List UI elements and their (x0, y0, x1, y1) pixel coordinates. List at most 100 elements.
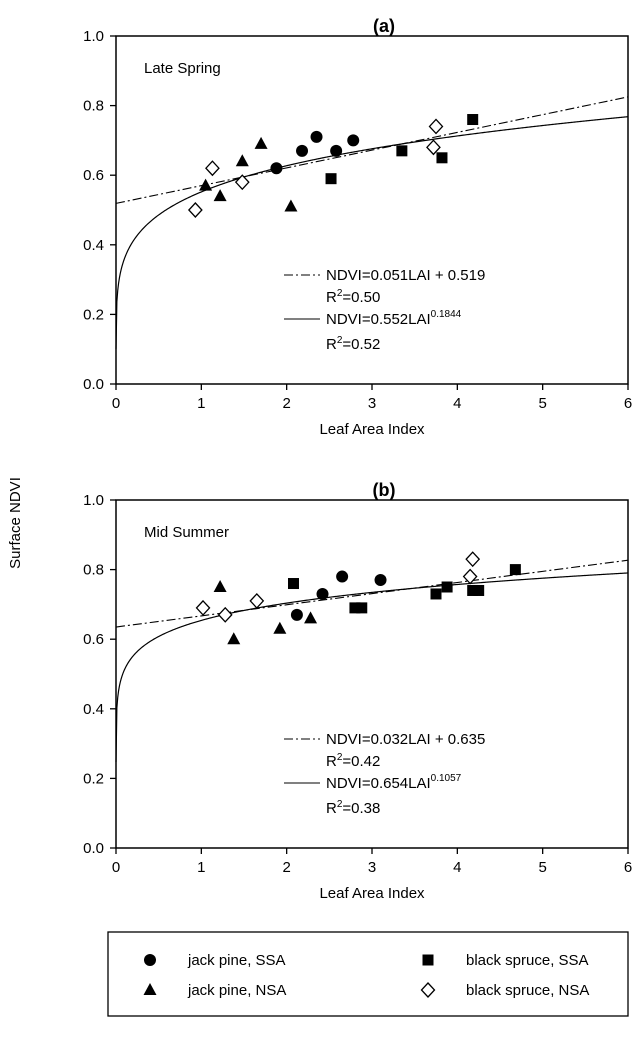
data-point (287, 578, 299, 590)
legend-marker-circle (144, 954, 156, 966)
x-tick-label: 2 (282, 395, 290, 412)
legend-item: jack pine, NSA (143, 982, 286, 999)
y-tick-label: 1.0 (83, 28, 104, 45)
chart-mid-summer: 0 1 2 3 4 5 6 0.0 0.2 0.4 0.6 0.8 1.0 (b) Mid Summer Le… (83, 480, 632, 902)
data-point (467, 584, 479, 596)
data-point (284, 199, 298, 212)
season-label: Mid Summer (144, 524, 229, 541)
data-point (467, 114, 479, 126)
x-tick-label: 6 (624, 395, 632, 412)
x-axis-label: Leaf Area Index (319, 421, 425, 438)
y-tick-label: 1.0 (83, 492, 104, 509)
x-tick-label: 6 (624, 859, 632, 876)
x-tick-label: 0 (112, 859, 120, 876)
data-point (227, 632, 241, 645)
series-black-spruce-ssa (287, 564, 521, 614)
x-tick-label: 0 (112, 395, 120, 412)
data-point (509, 564, 521, 576)
data-point (290, 608, 303, 621)
data-point (304, 611, 318, 624)
legend-label: jack pine, NSA (187, 982, 286, 999)
legend-label: black spruce, NSA (466, 982, 589, 999)
series-black-spruce-nsa (187, 118, 444, 218)
series-jack-pine-nsa (199, 136, 298, 212)
data-point (316, 587, 329, 600)
data-point (462, 568, 478, 585)
series-jack-pine-nsa (213, 580, 318, 645)
data-point (217, 606, 233, 623)
data-point (436, 152, 448, 164)
x-axis-label: Leaf Area Index (319, 885, 425, 902)
data-point (396, 145, 408, 157)
data-point (347, 134, 360, 147)
power-fit-curve (115, 572, 629, 763)
y-tick-label: 0.0 (83, 840, 104, 857)
power-fit-r2: R2=0.52 (326, 335, 380, 353)
data-point (428, 118, 444, 135)
x-tick-label: 1 (197, 395, 205, 412)
series-jack-pine-ssa (270, 130, 360, 175)
legend-item: black spruce, SSA (422, 952, 589, 969)
x-tick-label: 4 (453, 395, 461, 412)
x-tick-label: 1 (197, 859, 205, 876)
data-point (441, 581, 453, 593)
y-tick-label: 0.6 (83, 167, 104, 184)
data-point (349, 602, 361, 614)
data-point (325, 173, 337, 185)
x-tick-label: 3 (368, 395, 376, 412)
x-tick-label: 4 (453, 859, 461, 876)
chart-title: (a) (373, 16, 395, 36)
data-point (205, 160, 220, 177)
data-point (254, 136, 268, 149)
power-fit-r2: R2=0.38 (326, 799, 380, 817)
chart-late-spring: 0 1 2 3 4 5 6 0.0 0.2 0.4 0.6 0.8 1.0 (a) Late Spring L… (83, 16, 632, 438)
power-fit-equation: NDVI=0.654LAI0.1057 (326, 773, 462, 792)
y-tick-label: 0.4 (83, 237, 104, 254)
data-point (426, 139, 441, 156)
y-tick-label: 0.0 (83, 376, 104, 393)
data-point (473, 584, 485, 596)
data-point (213, 189, 227, 202)
legend-marker-triangle (143, 983, 157, 995)
data-point (336, 570, 349, 583)
legend-marker-square (422, 954, 434, 966)
data-point (249, 592, 265, 609)
legend-item: jack pine, SSA (144, 952, 286, 969)
legend-label: black spruce, SSA (466, 952, 589, 969)
data-point (330, 144, 343, 157)
data-point (235, 154, 249, 167)
data-point (374, 574, 387, 587)
y-tick-label: 0.8 (83, 98, 104, 115)
power-fit-equation: NDVI=0.552LAI0.1844 (326, 309, 462, 328)
linear-fit-equation: NDVI=0.032LAI + 0.635 (326, 731, 485, 748)
power-fit-curve (115, 116, 629, 349)
data-point (187, 202, 203, 218)
data-point (465, 551, 481, 568)
legend-box (107, 931, 629, 1017)
data-point (270, 162, 283, 175)
data-point (199, 178, 213, 191)
data-point (273, 621, 287, 634)
data-point (356, 602, 368, 614)
y-tick-label: 0.8 (83, 562, 104, 579)
legend-marker-diamond (420, 982, 436, 998)
data-point (310, 130, 323, 143)
y-tick-label: 0.2 (83, 306, 104, 323)
y-tick-label: 0.2 (83, 770, 104, 787)
linear-fit-equation: NDVI=0.051LAI + 0.519 (326, 267, 485, 284)
x-tick-label: 5 (538, 859, 546, 876)
shared-y-axis-label: Surface NDVI (7, 477, 24, 569)
chart-title: (b) (373, 480, 396, 500)
legend: jack pine, SSA black spruce, SSA jack pine… (107, 931, 629, 1017)
plot-frame (115, 499, 629, 849)
data-point (296, 144, 309, 157)
data-point (234, 174, 250, 191)
linear-fit-line (115, 96, 629, 204)
legend-item: black spruce, NSA (420, 982, 589, 999)
series-jack-pine-ssa (290, 570, 387, 621)
y-tick-label: 0.6 (83, 631, 104, 648)
data-point (195, 599, 211, 616)
linear-fit-r2: R2=0.50 (326, 288, 380, 306)
data-point (430, 588, 442, 600)
